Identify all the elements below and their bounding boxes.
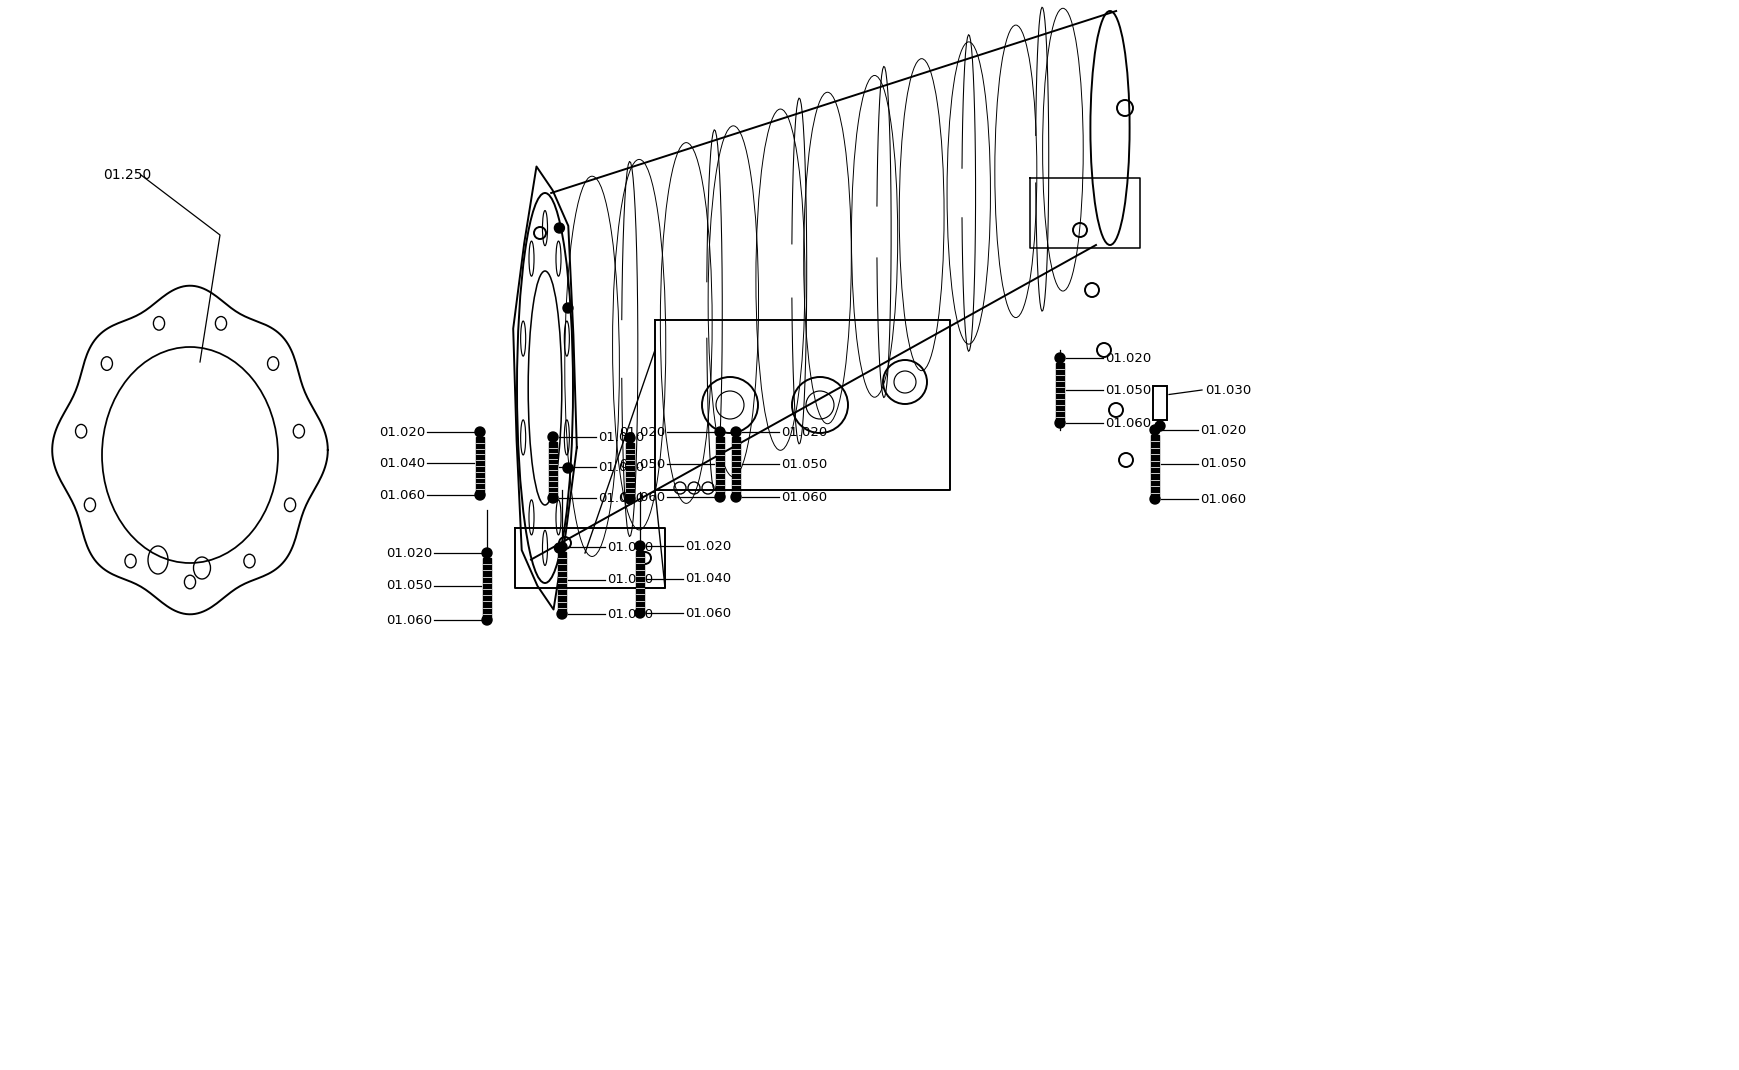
Text: 01.030: 01.030 — [1205, 383, 1250, 397]
Circle shape — [715, 427, 725, 437]
Text: 01.050: 01.050 — [781, 458, 826, 471]
Text: 01.020: 01.020 — [1104, 352, 1151, 365]
Bar — [476, 437, 483, 495]
Text: 01.020: 01.020 — [1200, 424, 1245, 437]
Text: 01.060: 01.060 — [379, 489, 424, 502]
Text: 01.040: 01.040 — [379, 457, 424, 470]
Text: 01.060: 01.060 — [1200, 492, 1245, 505]
Circle shape — [563, 463, 572, 473]
Text: 01.020: 01.020 — [685, 539, 730, 552]
Circle shape — [556, 542, 567, 552]
Circle shape — [1149, 494, 1160, 504]
Bar — [636, 551, 643, 613]
Text: 01.020: 01.020 — [619, 426, 664, 439]
Text: 01.020: 01.020 — [607, 540, 652, 553]
Circle shape — [715, 492, 725, 502]
Text: 01.250: 01.250 — [103, 168, 151, 182]
Circle shape — [555, 542, 563, 553]
Text: 01.060: 01.060 — [1104, 416, 1151, 429]
Bar — [1153, 386, 1167, 421]
Text: 01.020: 01.020 — [386, 547, 431, 560]
Circle shape — [624, 494, 635, 504]
Circle shape — [548, 432, 558, 442]
Text: 01.060: 01.060 — [386, 613, 431, 627]
Circle shape — [563, 303, 572, 314]
Bar — [550, 442, 556, 498]
Text: 01.050: 01.050 — [619, 458, 664, 471]
Text: 01.020: 01.020 — [781, 426, 826, 439]
Circle shape — [1155, 421, 1165, 431]
Circle shape — [1054, 418, 1064, 428]
Circle shape — [556, 609, 567, 620]
Text: 01.040: 01.040 — [598, 461, 643, 474]
Bar — [558, 552, 565, 614]
Text: 01.060: 01.060 — [781, 490, 826, 504]
Circle shape — [635, 608, 645, 618]
Text: 01.040: 01.040 — [685, 572, 730, 585]
Circle shape — [482, 615, 492, 625]
Text: 01.050: 01.050 — [1200, 457, 1245, 471]
Bar — [1056, 363, 1063, 423]
Bar — [715, 437, 723, 496]
Text: 01.020: 01.020 — [379, 426, 424, 439]
Text: 01.060: 01.060 — [619, 490, 664, 504]
Circle shape — [730, 492, 741, 502]
Text: 01.060: 01.060 — [598, 491, 643, 504]
Circle shape — [548, 493, 558, 503]
Circle shape — [730, 427, 741, 437]
Circle shape — [555, 223, 563, 233]
Text: 01.060: 01.060 — [607, 608, 652, 621]
Circle shape — [1149, 425, 1160, 435]
Circle shape — [635, 541, 645, 551]
Bar — [732, 437, 739, 496]
Circle shape — [475, 490, 485, 500]
Bar — [626, 443, 633, 499]
Text: 01.040: 01.040 — [607, 574, 652, 586]
Text: 01.050: 01.050 — [1104, 383, 1151, 397]
Text: 01.020: 01.020 — [598, 430, 643, 443]
Bar — [1149, 435, 1158, 499]
Circle shape — [1054, 353, 1064, 363]
Text: 01.060: 01.060 — [685, 607, 730, 620]
Circle shape — [624, 433, 635, 443]
Circle shape — [475, 427, 485, 437]
Text: 01.050: 01.050 — [386, 579, 431, 593]
Bar — [483, 557, 490, 620]
Circle shape — [482, 548, 492, 557]
